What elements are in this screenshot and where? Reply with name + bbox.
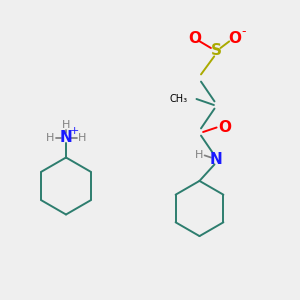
Text: O: O	[188, 31, 201, 46]
Text: N: N	[210, 152, 222, 166]
Text: H: H	[77, 133, 86, 143]
Text: H: H	[46, 133, 55, 143]
Text: O: O	[228, 31, 241, 46]
Text: +: +	[70, 126, 79, 136]
Text: N: N	[60, 130, 72, 146]
Text: H: H	[195, 150, 204, 161]
Text: -: -	[242, 25, 246, 38]
Text: O: O	[218, 120, 231, 135]
Text: H: H	[62, 120, 70, 130]
Text: CH₃: CH₃	[169, 94, 188, 104]
Text: S: S	[211, 44, 221, 59]
